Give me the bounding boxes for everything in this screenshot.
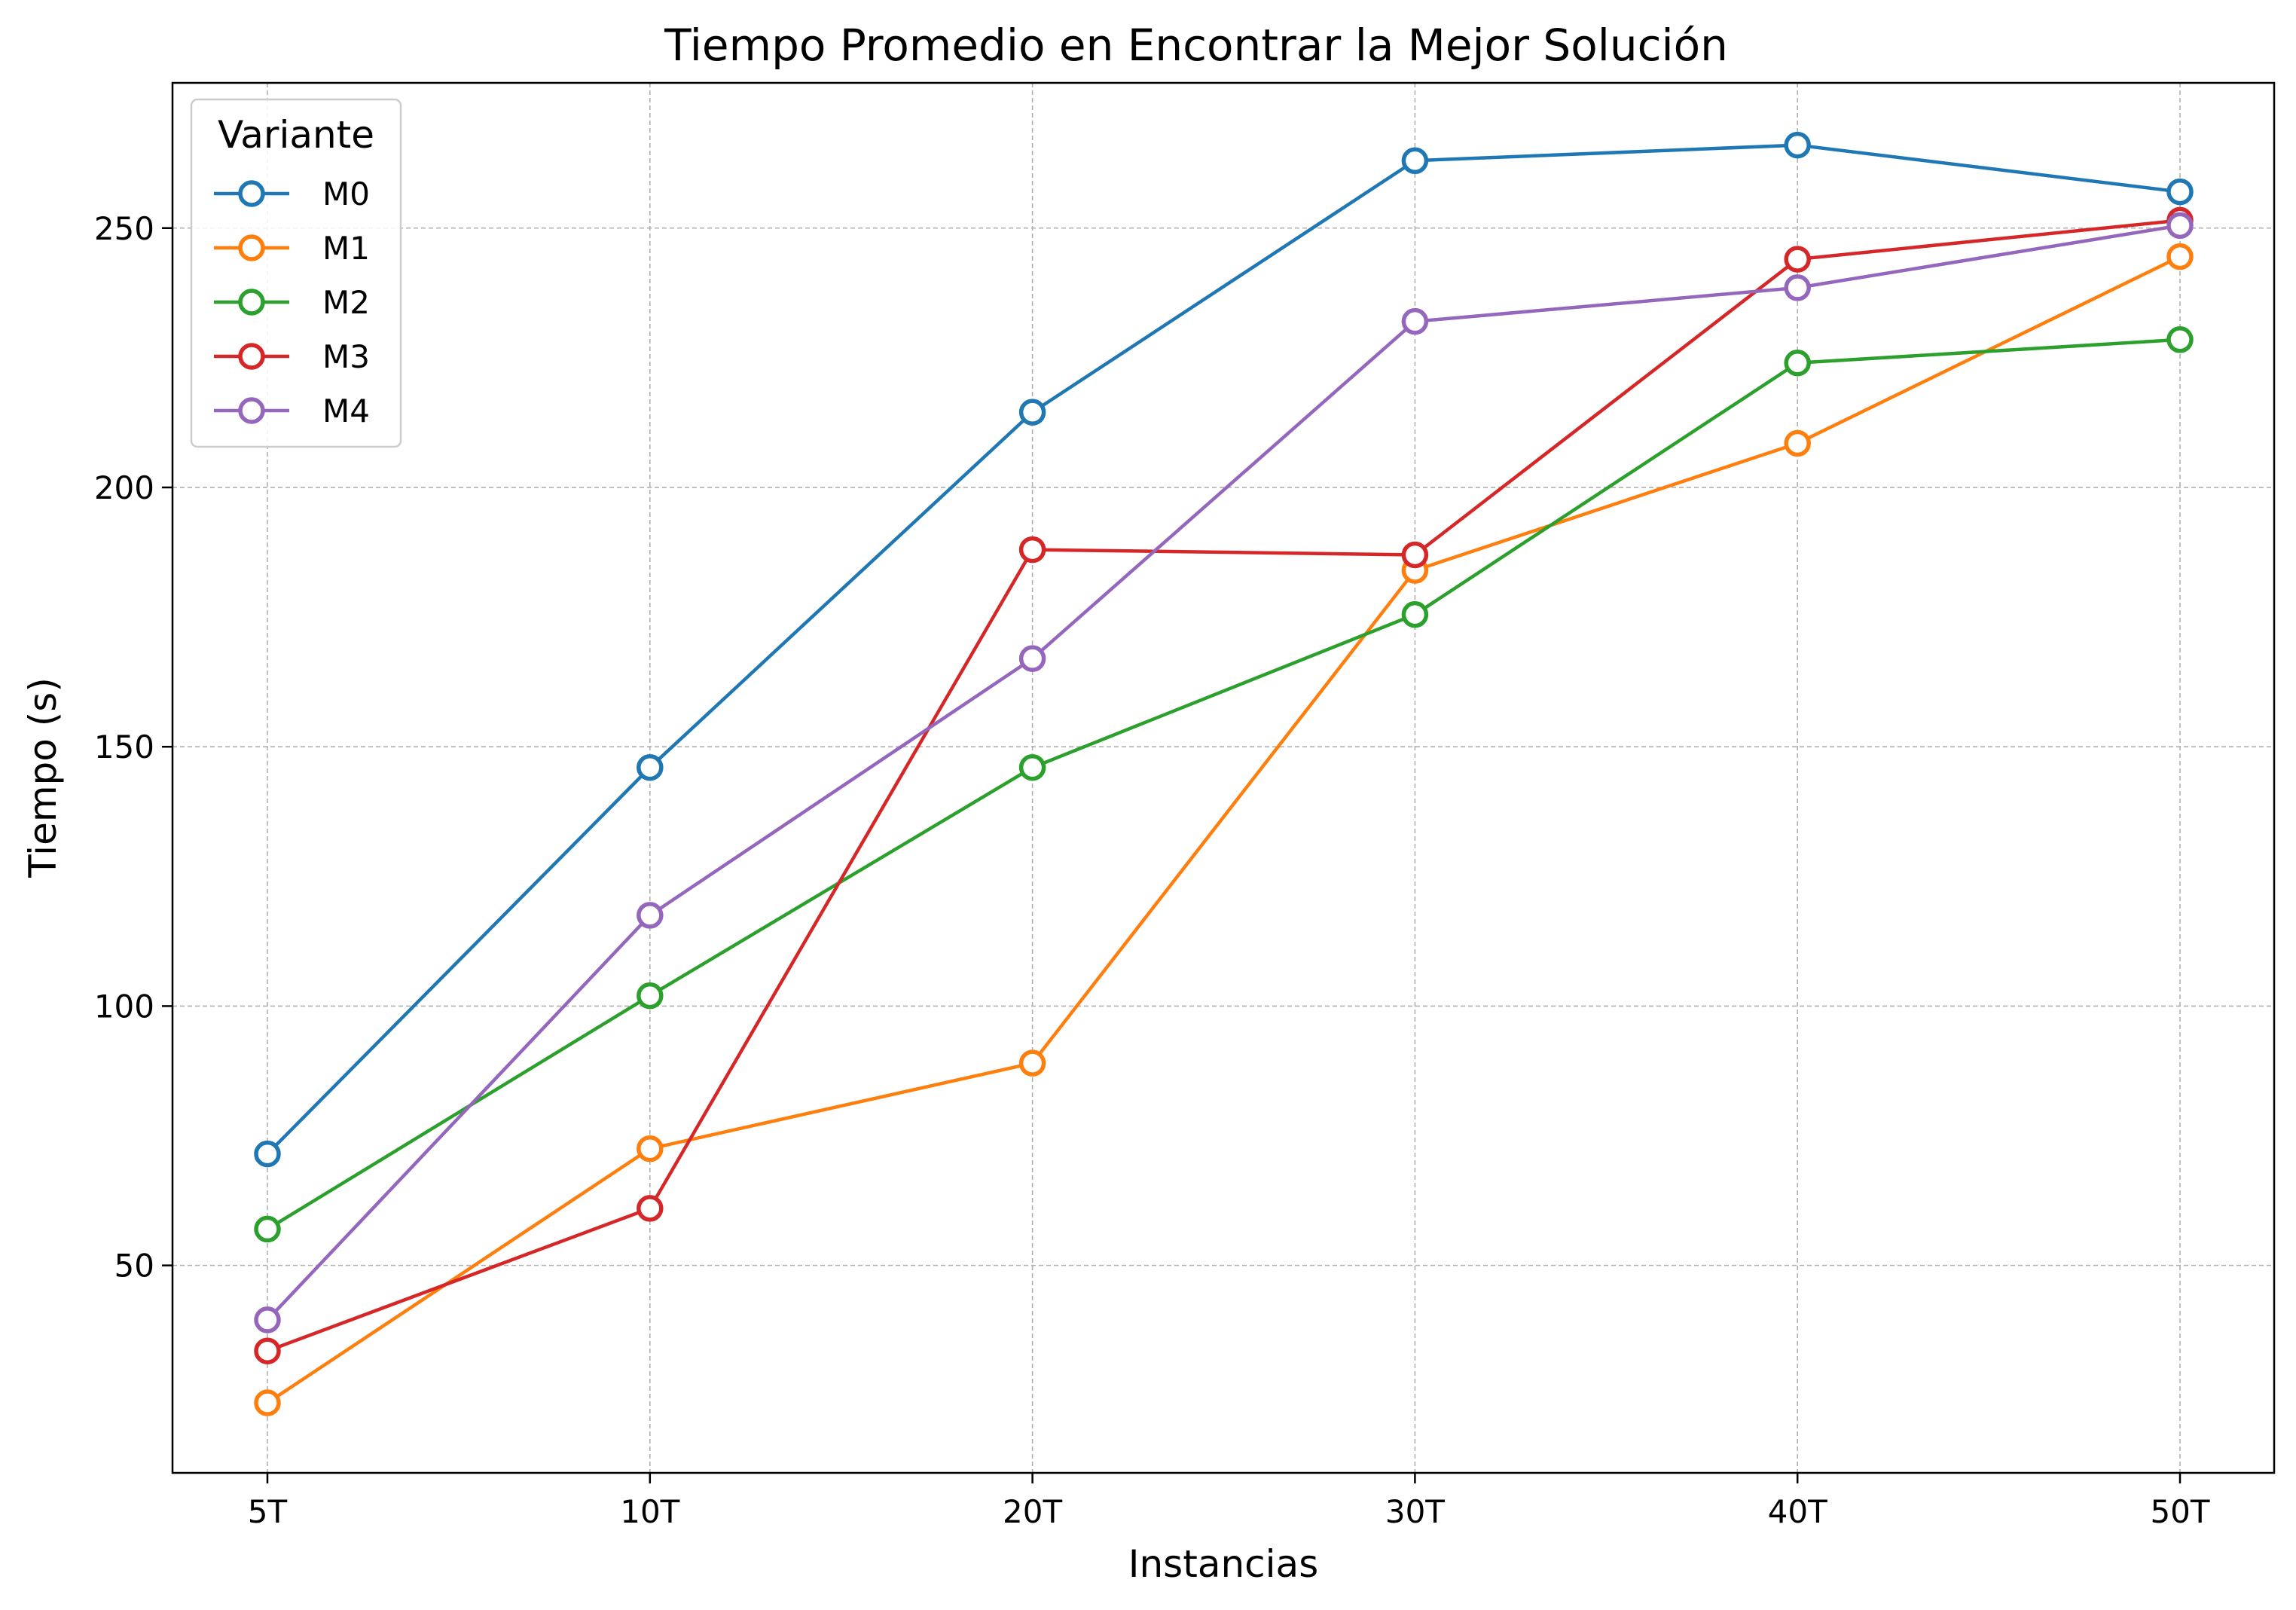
data-point-m4	[1401, 307, 1429, 335]
legend-marker-m3	[238, 343, 265, 370]
data-point-m4	[2166, 212, 2194, 240]
legend-label-m3: M3	[322, 338, 370, 375]
series-line-m4	[266, 224, 2181, 1321]
data-point-m3	[254, 1337, 281, 1364]
data-point-m1	[637, 1135, 664, 1162]
legend-label-m1: M1	[322, 230, 370, 267]
data-point-m1	[2166, 243, 2194, 270]
data-point-m0	[1018, 399, 1046, 426]
data-point-m1	[1784, 429, 1811, 457]
series-line-m0	[266, 143, 2181, 1156]
x-tick-label: 30T	[1385, 1493, 1445, 1530]
data-point-m1	[254, 1389, 281, 1416]
y-tick-label: 250	[94, 210, 154, 247]
y-tick-label: 50	[114, 1248, 154, 1285]
data-point-m0	[637, 753, 664, 781]
y-tick-label: 150	[94, 729, 154, 765]
chart-title: Tiempo Promedio en Encontrar la Mejor So…	[664, 20, 1728, 71]
legend-marker-m0	[238, 180, 265, 207]
x-tick-label: 50T	[2150, 1493, 2209, 1530]
x-tick-label: 10T	[620, 1493, 679, 1530]
data-point-m0	[1784, 131, 1811, 159]
y-tick-label: 100	[94, 988, 154, 1025]
data-point-m4	[1018, 645, 1046, 672]
x-tick-label: 5T	[248, 1493, 288, 1530]
data-point-m4	[1784, 274, 1811, 301]
data-point-m0	[254, 1140, 281, 1168]
axis-ticks: 5T 10T 20T 30T 40T 50T 50 100 150 200 250	[94, 210, 2210, 1530]
data-point-m2	[1784, 350, 1811, 377]
legend: Variante M0 M1 M2 M3 M4	[190, 98, 402, 448]
data-point-m3	[1401, 541, 1429, 569]
data-point-m2	[637, 982, 664, 1010]
data-point-m2	[2166, 326, 2194, 353]
plot-area	[171, 81, 2276, 1474]
legend-marker-m2	[238, 289, 265, 316]
legend-marker-m4	[238, 397, 265, 424]
data-point-m0	[2166, 178, 2194, 206]
y-axis-label: Tiempo (s)	[21, 677, 65, 878]
x-axis-label: Instancias	[1128, 1542, 1319, 1586]
legend-label-m4: M4	[322, 393, 370, 429]
legend-marker-m1	[238, 234, 265, 261]
data-point-m3	[1018, 536, 1046, 564]
data-point-m4	[254, 1306, 281, 1334]
x-tick-label: 20T	[1003, 1493, 1062, 1530]
x-tick-label: 40T	[1768, 1493, 1827, 1530]
data-point-m3	[637, 1195, 664, 1222]
series-layer	[254, 131, 2194, 1416]
legend-title: Variante	[218, 113, 374, 157]
series-line-m3	[267, 218, 2181, 1353]
legend-label-m2: M2	[322, 284, 370, 321]
data-point-m1	[1018, 1049, 1046, 1077]
series-line-m1	[266, 255, 2181, 1404]
data-point-m3	[1784, 246, 1811, 273]
data-point-m2	[1018, 753, 1046, 781]
data-point-m2	[1401, 600, 1429, 628]
data-point-m0	[1401, 147, 1429, 175]
legend-label-m0: M0	[322, 176, 370, 212]
series-line-m2	[266, 338, 2181, 1231]
grid-lines	[173, 83, 2274, 1473]
data-point-m2	[254, 1215, 281, 1243]
data-point-m4	[637, 902, 664, 929]
y-tick-label: 200	[94, 469, 154, 506]
